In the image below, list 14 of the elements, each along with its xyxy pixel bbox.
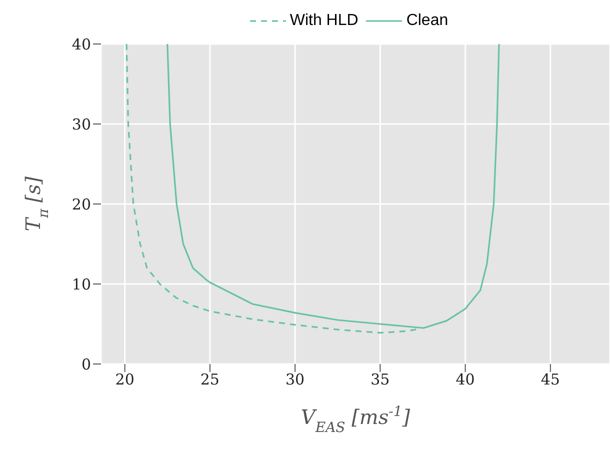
y-tick-label: 40 xyxy=(72,35,91,54)
legend-label: With HLD xyxy=(288,12,358,30)
x-tick-label: 45 xyxy=(540,370,560,389)
x-tick-label: 20 xyxy=(115,370,134,389)
x-tick-label: 40 xyxy=(456,370,475,389)
x-axis-title: V$_{EAS}$ [ms$^{-1}$] xyxy=(300,404,410,436)
y-tick-label: 30 xyxy=(72,115,91,134)
x-tick-label: 35 xyxy=(370,370,390,389)
x-tick-label: 25 xyxy=(200,370,220,389)
y-tick-label: 10 xyxy=(72,275,91,294)
y-tick-label: 20 xyxy=(72,195,91,214)
x-tick-label: 30 xyxy=(286,370,305,389)
legend-label: Clean xyxy=(405,12,448,30)
y-tick-label: 0 xyxy=(81,355,91,374)
